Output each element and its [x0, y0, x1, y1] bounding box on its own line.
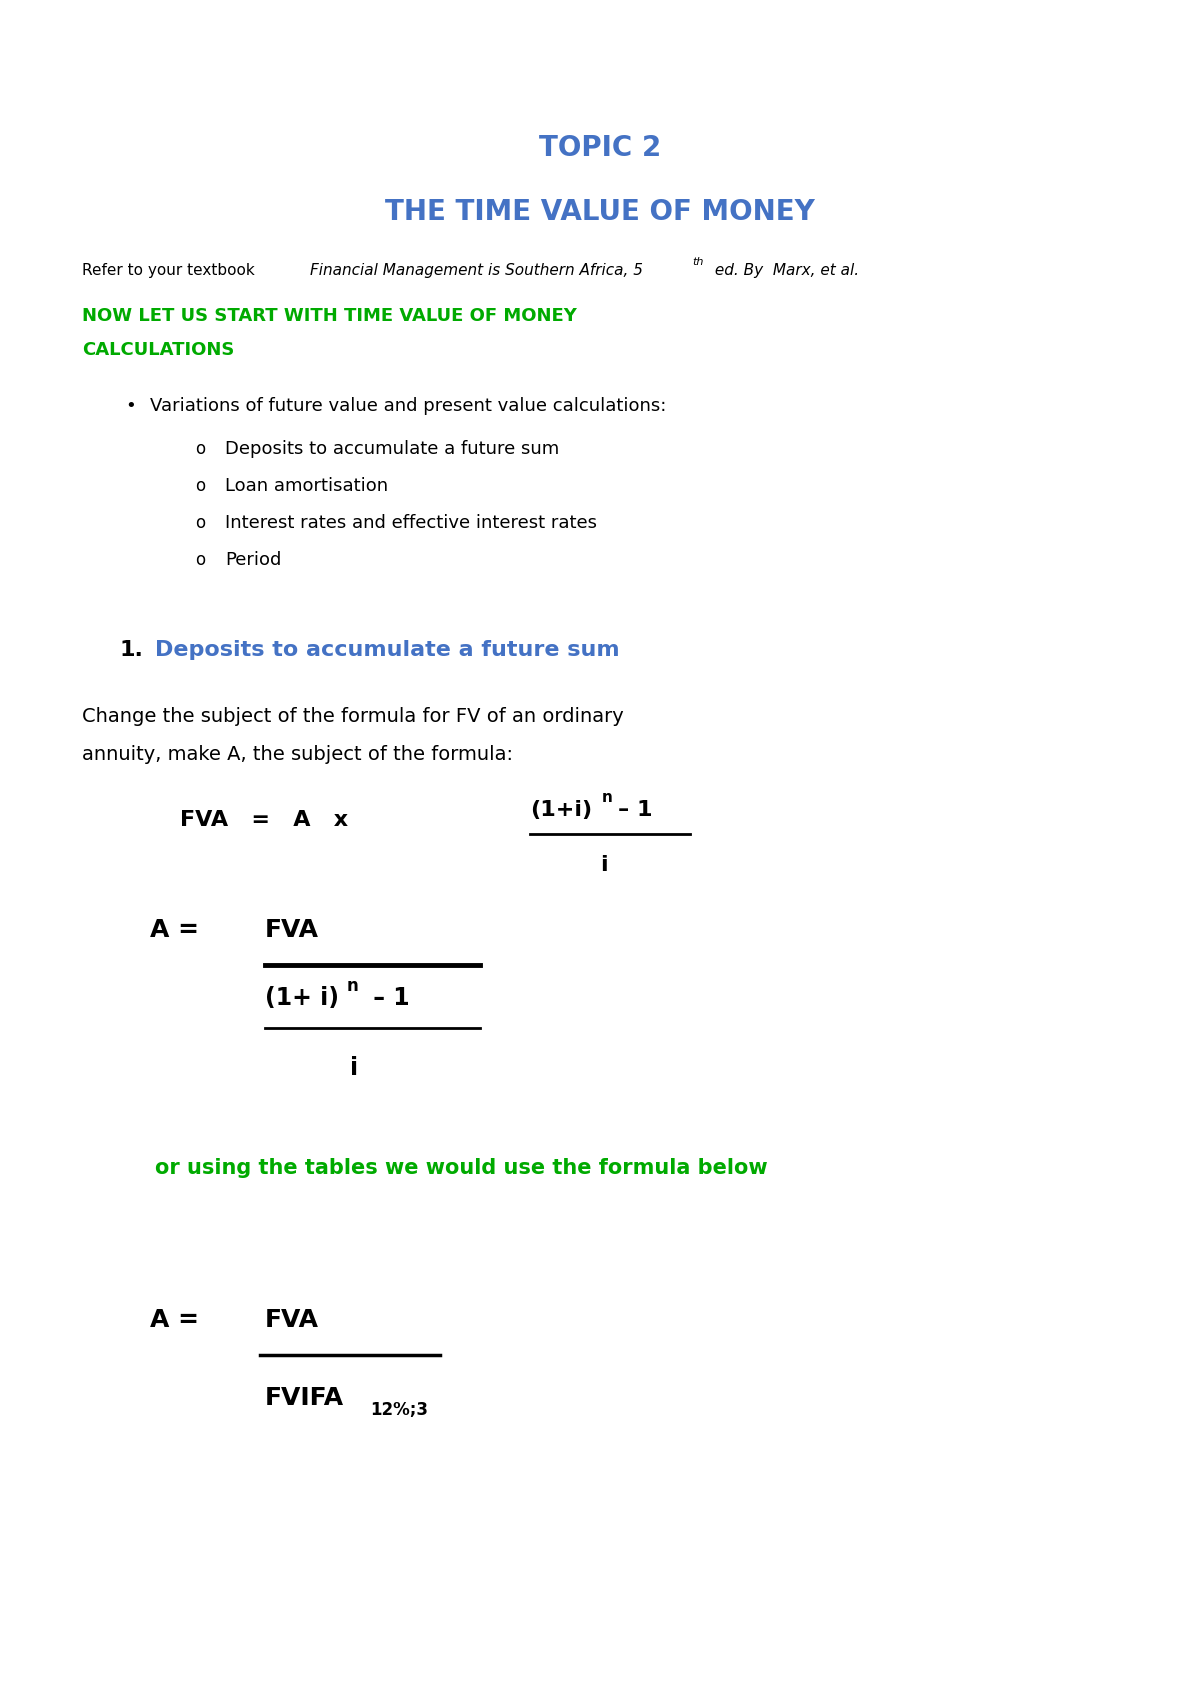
Text: FVA   =   A   x: FVA = A x	[180, 809, 348, 830]
Text: Financial Management is Southern Africa, 5: Financial Management is Southern Africa,…	[310, 263, 643, 278]
Text: Loan amortisation: Loan amortisation	[226, 477, 388, 496]
Text: FVA: FVA	[265, 1308, 319, 1332]
Text: o: o	[194, 440, 205, 458]
Text: A =: A =	[150, 918, 199, 942]
Text: n: n	[347, 977, 359, 994]
Text: NOW LET US START WITH TIME VALUE OF MONEY: NOW LET US START WITH TIME VALUE OF MONE…	[82, 307, 577, 326]
Text: •: •	[125, 397, 136, 416]
Text: Interest rates and effective interest rates: Interest rates and effective interest ra…	[226, 514, 598, 531]
Text: 12%;3: 12%;3	[370, 1402, 428, 1419]
Text: TOPIC 2: TOPIC 2	[539, 134, 661, 161]
Text: i: i	[600, 855, 607, 876]
Text: o: o	[194, 514, 205, 531]
Text: Deposits to accumulate a future sum: Deposits to accumulate a future sum	[226, 440, 559, 458]
Text: FVA: FVA	[265, 918, 319, 942]
Text: THE TIME VALUE OF MONEY: THE TIME VALUE OF MONEY	[385, 199, 815, 226]
Text: or using the tables we would use the formula below: or using the tables we would use the for…	[155, 1157, 768, 1178]
Text: Change the subject of the formula for FV of an ordinary: Change the subject of the formula for FV…	[82, 706, 624, 726]
Text: Period: Period	[226, 552, 281, 568]
Text: o: o	[194, 477, 205, 496]
Text: – 1: – 1	[618, 799, 653, 820]
Text: (1+ i): (1+ i)	[265, 986, 340, 1010]
Text: 1.: 1.	[120, 640, 144, 660]
Text: FVIFA: FVIFA	[265, 1386, 344, 1410]
Text: o: o	[194, 552, 205, 568]
Text: ed. By  Marx, et al.: ed. By Marx, et al.	[710, 263, 859, 278]
Text: Deposits to accumulate a future sum: Deposits to accumulate a future sum	[155, 640, 619, 660]
Text: n: n	[602, 791, 613, 806]
Text: Variations of future value and present value calculations:: Variations of future value and present v…	[150, 397, 666, 416]
Text: CALCULATIONS: CALCULATIONS	[82, 341, 234, 360]
Text: A =: A =	[150, 1308, 199, 1332]
Text: (1+i): (1+i)	[530, 799, 592, 820]
Text: annuity, make A, the subject of the formula:: annuity, make A, the subject of the form…	[82, 745, 514, 764]
Text: Refer to your textbook: Refer to your textbook	[82, 263, 259, 278]
Text: – 1: – 1	[365, 986, 409, 1010]
Text: th: th	[692, 256, 703, 266]
Text: i: i	[350, 1056, 358, 1079]
